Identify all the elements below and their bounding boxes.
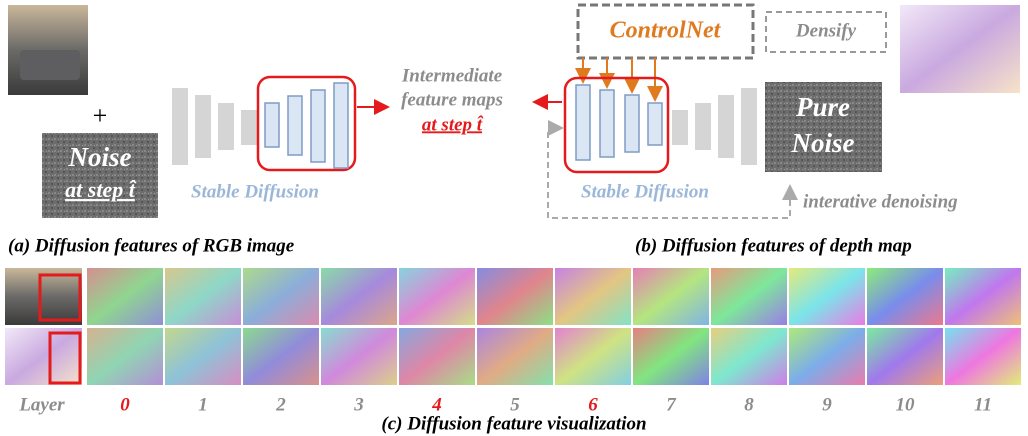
feature-tile (165, 268, 241, 325)
feature-tile (87, 328, 163, 385)
layer-number: 10 (896, 394, 916, 415)
feature-tile (87, 268, 163, 325)
layer-number: 8 (744, 394, 754, 415)
layer-number: 5 (510, 394, 520, 415)
feature-tile (789, 268, 865, 325)
feature-grid (87, 268, 1021, 385)
noise-label: Noise (68, 142, 132, 172)
row-label: Layer (18, 394, 65, 415)
layer-number: 3 (353, 394, 364, 415)
layer-number: 2 (275, 394, 286, 415)
pure-noise-label: Pure (795, 92, 850, 122)
model-label: Stable Diffusion (581, 181, 709, 202)
layer-number: 9 (822, 394, 832, 415)
plus: + (93, 101, 108, 130)
feature-tile (633, 268, 709, 325)
feature-tile (477, 268, 553, 325)
controlnet-label: ControlNet (610, 18, 722, 44)
feature-tile (633, 328, 709, 385)
feature-tile (711, 328, 787, 385)
caption: (c) Diffusion feature visualization (381, 413, 646, 434)
decoder (576, 85, 662, 160)
sofa (20, 50, 80, 80)
feature-tile (399, 328, 475, 385)
feature-tile (243, 328, 319, 385)
densify-label: Densify (795, 20, 857, 41)
layer-labels: 0 1 2 3 4 5 6 7 8 9 10 11 (120, 394, 992, 415)
layer-number: 0 (120, 394, 130, 415)
feature-tile (945, 268, 1021, 325)
feature-tile (711, 268, 787, 325)
figure: + Noise at step t̂ Stable Diffusion (a) … (0, 0, 1028, 436)
depth-thumb (5, 328, 82, 385)
rgb-thumb (5, 268, 82, 325)
layer-number: 1 (198, 394, 208, 415)
layer-number: 4 (431, 394, 442, 415)
layer-number: 6 (588, 394, 598, 415)
middle-step: at step t̂ (422, 114, 484, 135)
feature-tile (321, 328, 397, 385)
depth-image (900, 5, 1020, 93)
feature-tile (867, 328, 943, 385)
feature-tile (399, 268, 475, 325)
feature-tile (945, 328, 1021, 385)
pure-noise-label: Noise (791, 128, 855, 158)
layer-number: 7 (666, 394, 677, 415)
noise-step: at step t̂ (65, 177, 137, 202)
caption: (a) Diffusion features of RGB image (8, 235, 295, 256)
decoder (265, 83, 348, 168)
middle-text: feature maps (401, 89, 503, 110)
feature-tile (321, 268, 397, 325)
caption: (b) Diffusion features of depth map (635, 235, 912, 256)
layer-number: 11 (974, 394, 992, 415)
feature-tile (555, 328, 631, 385)
feature-tile (243, 268, 319, 325)
feature-tile (165, 328, 241, 385)
middle-text: Intermediate (401, 65, 503, 86)
feature-tile (867, 268, 943, 325)
encoder (172, 88, 257, 165)
loop-label: interative denoising (803, 191, 958, 212)
encoder (672, 88, 757, 165)
feature-tile (789, 328, 865, 385)
feature-tile (477, 328, 553, 385)
model-label: Stable Diffusion (191, 181, 319, 202)
feature-tile (555, 268, 631, 325)
